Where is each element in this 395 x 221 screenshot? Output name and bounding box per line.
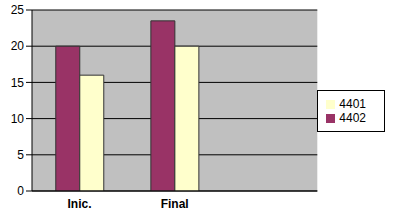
svg-text:10: 10 (11, 112, 25, 126)
svg-text:5: 5 (17, 148, 24, 162)
svg-text:Final: Final (161, 197, 189, 211)
svg-text:20: 20 (11, 39, 25, 53)
svg-text:25: 25 (11, 3, 25, 17)
html-text:4401: 4401 (339, 96, 366, 111)
svg-text:15: 15 (11, 76, 25, 90)
svg-text:0: 0 (17, 184, 24, 198)
html-text:4402: 4402 (339, 110, 366, 125)
svg-text:Inic.: Inic. (68, 197, 92, 211)
